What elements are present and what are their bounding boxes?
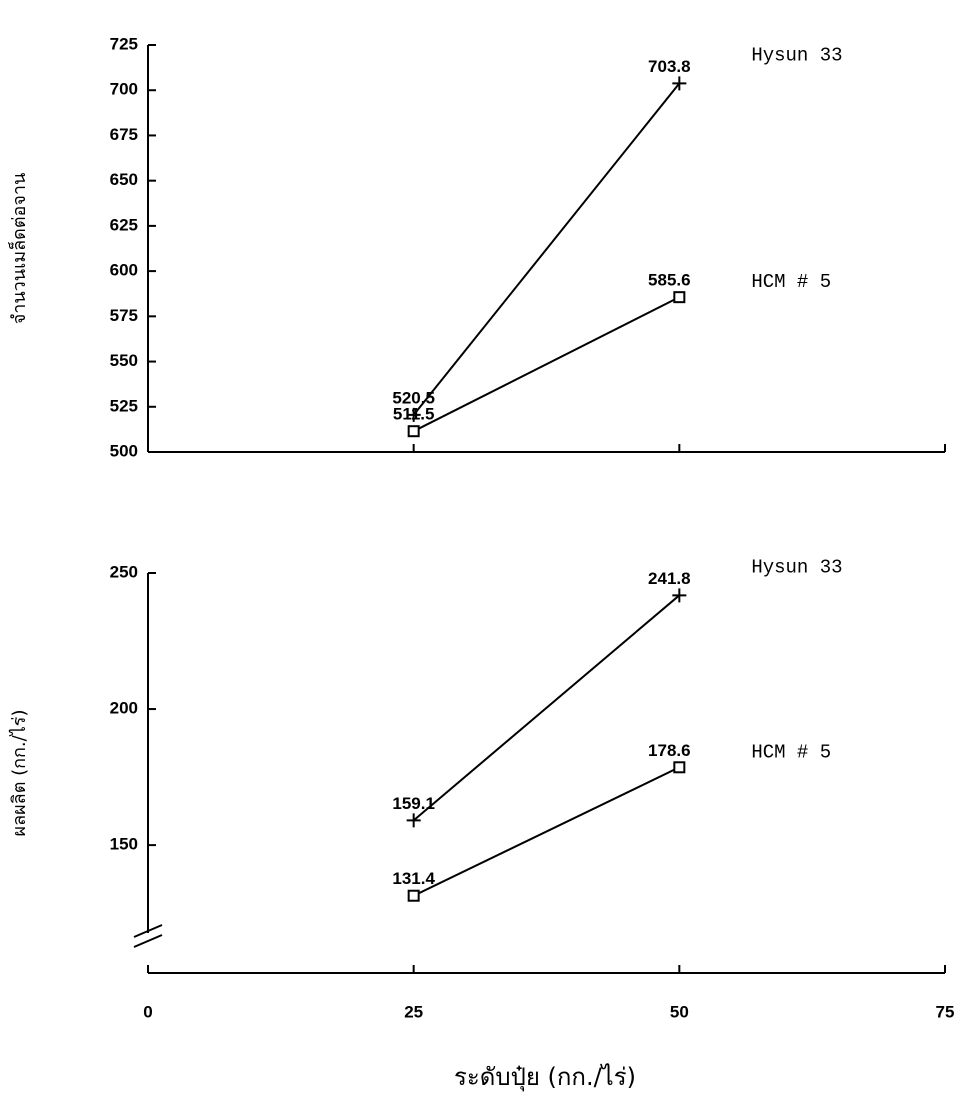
data-label: 703.8 [648, 57, 691, 76]
data-label: 511.5 [393, 405, 435, 424]
y-axis-label: จำนวนเมล็ดต่อจาน [7, 173, 30, 325]
y-tick-label: 150 [110, 835, 138, 854]
axis-break [134, 935, 162, 947]
y-tick-label: 500 [110, 441, 138, 460]
x-axis-label: ระดับปุ๋ย (กก./ไร่) [454, 1063, 636, 1092]
marker [409, 426, 419, 436]
data-label: 241.8 [648, 569, 691, 588]
data-label: 178.6 [648, 741, 691, 760]
y-tick-label: 575 [110, 306, 138, 325]
x-tick-label: 75 [936, 1002, 955, 1021]
y-axis-label: ผลผลิต (กก./ไร่) [8, 710, 30, 837]
marker [409, 891, 419, 901]
series-name: Hysun 33 [751, 556, 842, 578]
chart: 500525550575600625650675700725จำนวนเมล็ด… [0, 0, 955, 1101]
data-label: 585.6 [648, 271, 691, 290]
x-tick-label: 0 [143, 1002, 152, 1021]
y-tick-label: 200 [110, 699, 138, 718]
y-tick-label: 250 [110, 562, 138, 581]
y-tick-label: 725 [110, 34, 138, 53]
y-tick-label: 525 [110, 396, 138, 415]
series-name: HCM # 5 [751, 741, 831, 763]
y-tick-label: 625 [110, 215, 138, 234]
data-label: 131.4 [392, 869, 435, 888]
data-label: 159.1 [392, 794, 435, 813]
marker [674, 292, 684, 302]
x-tick-label: 50 [670, 1002, 689, 1021]
y-tick-label: 650 [110, 170, 138, 189]
marker [674, 762, 684, 772]
y-tick-label: 700 [110, 80, 138, 99]
series-name: Hysun 33 [751, 44, 842, 66]
x-tick-label: 25 [404, 1002, 423, 1021]
y-tick-label: 675 [110, 125, 138, 144]
y-tick-label: 600 [110, 261, 138, 280]
y-tick-label: 550 [110, 351, 138, 370]
series-name: HCM # 5 [751, 271, 831, 293]
